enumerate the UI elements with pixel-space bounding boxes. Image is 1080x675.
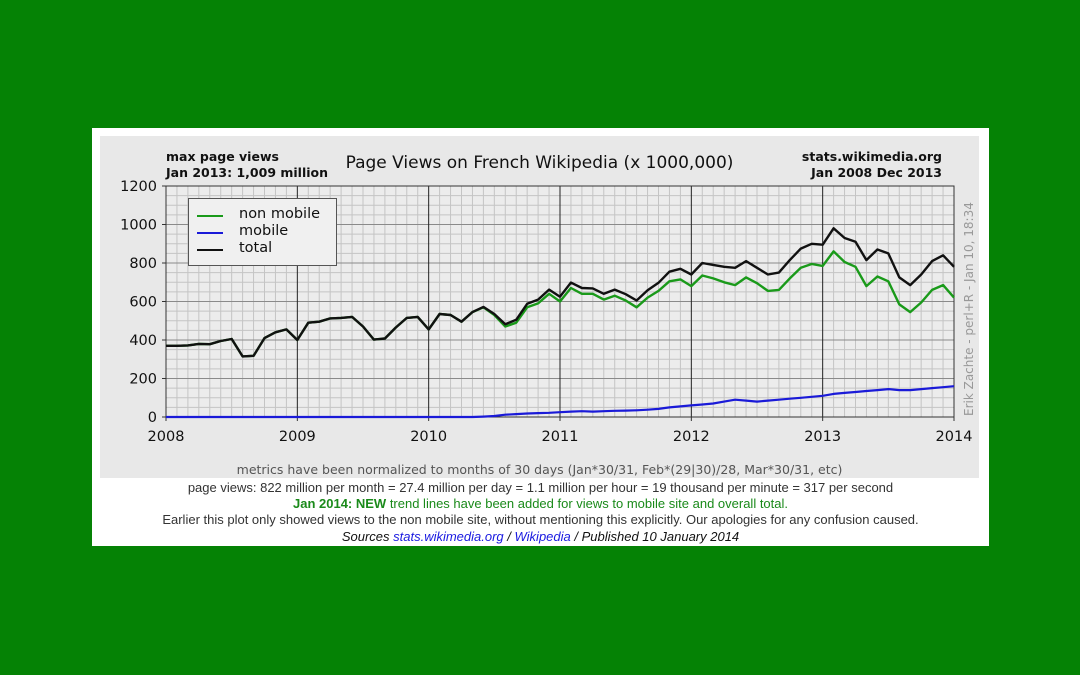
legend: non mobile mobile total: [188, 198, 337, 266]
footer-sources: Sources stats.wikimedia.org / Wikipedia …: [92, 529, 989, 544]
chart-title: Page Views on French Wikipedia (x 1000,0…: [345, 153, 734, 173]
x-tick-label: 2010: [410, 429, 447, 445]
date-range-label: Jan 2008 Dec 2013: [811, 165, 942, 180]
max-page-views-label: max page views: [166, 149, 279, 164]
y-tick-label: 1200: [120, 179, 157, 195]
y-tick-label: 0: [148, 410, 157, 426]
legend-swatch-total: [197, 249, 223, 251]
sources-prefix: Sources: [341, 529, 394, 544]
y-tick-label: 800: [129, 256, 157, 272]
y-tick-label: 200: [129, 372, 157, 388]
sources-separator: /: [503, 529, 515, 544]
x-tick-label: 2012: [673, 429, 710, 445]
legend-label-non-mobile: non mobile: [239, 206, 321, 222]
sources-published: / Published 10 January 2014: [570, 529, 740, 544]
footer-new-text: trend lines have been added for views to…: [386, 496, 788, 511]
legend-label-mobile: mobile: [239, 223, 289, 239]
x-tick-label: 2014: [936, 429, 973, 445]
chart-card: max page views Jan 2013: 1,009 million s…: [92, 128, 989, 546]
x-tick-label: 2011: [542, 429, 579, 445]
legend-swatch-non-mobile: [197, 215, 223, 217]
max-page-views-value: Jan 2013: 1,009 million: [166, 165, 329, 180]
x-tick-label: 2008: [148, 429, 185, 445]
legend-swatch-mobile: [197, 232, 223, 234]
footer-page-views-summary: page views: 822 million per month = 27.4…: [187, 480, 894, 495]
plot-panel: max page views Jan 2013: 1,009 million s…: [100, 136, 979, 478]
source-link-wikipedia[interactable]: Wikipedia: [514, 529, 571, 544]
y-tick-label: 400: [129, 333, 157, 349]
source-link-stats-wikimedia[interactable]: stats.wikimedia.org: [393, 529, 504, 544]
x-tick-label: 2009: [279, 429, 316, 445]
footer-new-trend-note: Jan 2014: NEW trend lines have been adde…: [92, 496, 989, 511]
author-credit: Erik Zachte - perl+R - Jan 10, 18:34: [962, 202, 976, 416]
y-tick-label: 1000: [120, 218, 157, 234]
normalization-note: metrics have been normalized to months o…: [236, 462, 843, 477]
y-tick-label: 600: [129, 295, 157, 311]
series-line-mobile: [166, 385, 955, 419]
footer-apology-note: Earlier this plot only showed views to t…: [162, 512, 919, 527]
series-line-total: [166, 227, 955, 358]
chart-svg: 0 200 400 600 800 1000 1200 2008 2009 2010 2011 201…: [120, 179, 973, 445]
source-site-label: stats.wikimedia.org: [801, 149, 942, 164]
footer-new-label: Jan 2014: NEW: [293, 496, 387, 511]
x-tick-label: 2013: [804, 429, 841, 445]
legend-label-total: total: [239, 240, 273, 256]
